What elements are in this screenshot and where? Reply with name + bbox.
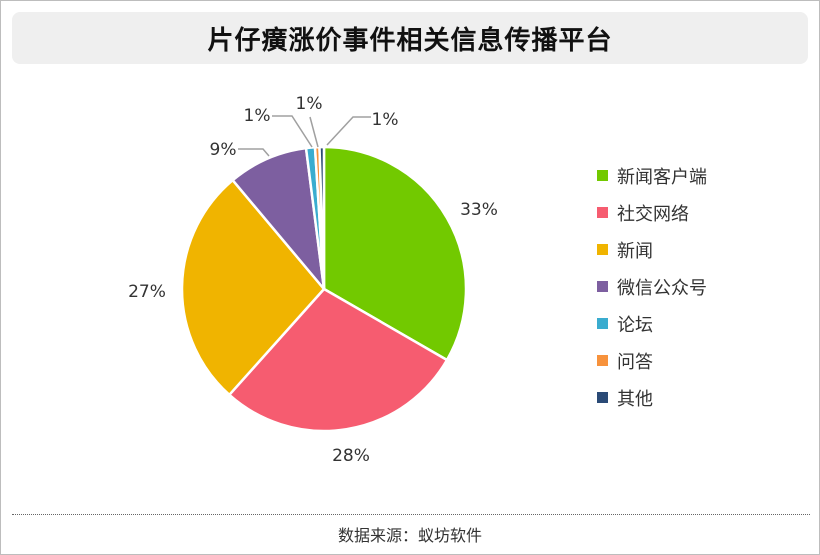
footer-divider [12, 514, 810, 515]
data-label-7: 1% [372, 110, 399, 130]
data-label-2: 28% [332, 446, 370, 466]
legend-swatch [597, 170, 608, 181]
legend-item: 论坛 [597, 305, 707, 342]
pie-slice-7 [318, 145, 326, 291]
legend-label: 其他 [617, 388, 653, 410]
pie-slice-2 [228, 287, 449, 433]
data-label-5: 1% [244, 106, 271, 126]
leader-line-4 [238, 148, 270, 157]
legend-label: 问答 [617, 351, 653, 373]
legend-item: 其他 [597, 379, 707, 416]
legend-label: 微信公众号 [617, 277, 707, 299]
chart-title: 片仔癀涨价事件相关信息传播平台 [12, 12, 808, 64]
chart-legend: 新闻客户端社交网络新闻微信公众号论坛问答其他 [597, 157, 707, 416]
legend-item: 问答 [597, 342, 707, 379]
leader-line-7 [326, 116, 371, 146]
pie-slice-4 [231, 146, 326, 291]
legend-item: 微信公众号 [597, 268, 707, 305]
legend-item: 新闻 [597, 231, 707, 268]
legend-swatch [597, 355, 608, 366]
data-label-4: 9% [210, 140, 237, 160]
data-label-1: 33% [460, 200, 498, 220]
source-note: 数据来源：蚁坊软件 [337, 526, 482, 545]
leader-line-6 [309, 116, 319, 148]
legend-item: 新闻客户端 [597, 157, 707, 194]
pie-slice-3 [180, 178, 326, 397]
legend-swatch [597, 392, 608, 403]
legend-swatch [597, 318, 608, 329]
legend-swatch [597, 207, 608, 218]
legend-label: 新闻 [617, 240, 653, 262]
data-label-6: 1% [296, 94, 323, 114]
legend-label: 社交网络 [617, 203, 689, 225]
legend-item: 社交网络 [597, 194, 707, 231]
leader-line-5 [272, 115, 313, 148]
legend-label: 新闻客户端 [617, 166, 707, 188]
legend-swatch [597, 281, 608, 292]
legend-swatch [597, 244, 608, 255]
legend-label: 论坛 [617, 314, 653, 336]
pie-slice-1 [322, 145, 468, 362]
data-label-3: 27% [128, 282, 166, 302]
